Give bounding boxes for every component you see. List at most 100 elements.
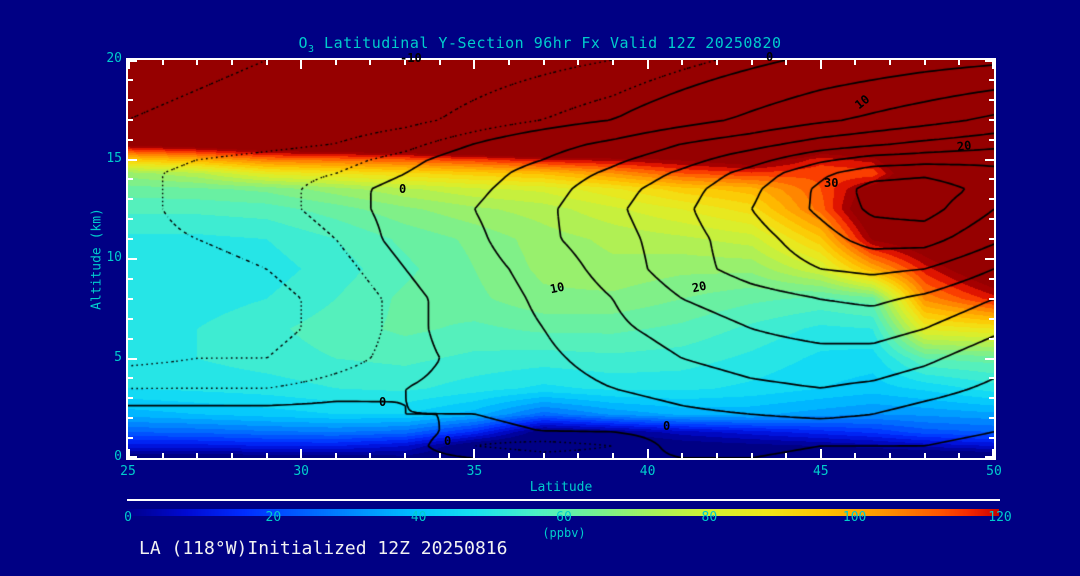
- init-info-text: LA (118°W)Initialized 12Z 20250816: [139, 538, 508, 559]
- x-axis-tick: [369, 453, 372, 458]
- y-axis-tick: [985, 60, 994, 62]
- contour-line-label: 0: [444, 434, 452, 448]
- y-axis-tick: [128, 60, 137, 62]
- x-axis-tick: [542, 60, 545, 65]
- x-axis-tick: [646, 60, 649, 69]
- y-axis-tick: [128, 277, 133, 280]
- x-axis-tick: [473, 449, 476, 458]
- x-axis-tick: [265, 453, 268, 458]
- x-axis-tick: [681, 453, 684, 458]
- contour-line-label: 20: [690, 278, 708, 296]
- contour-line-label: 0: [379, 395, 387, 409]
- colorbar-tick-label: 20: [265, 510, 282, 525]
- y-tick-label: 10: [106, 250, 122, 265]
- colorbar-tick-label: 60: [556, 510, 572, 525]
- y-axis-tick: [989, 397, 994, 400]
- x-axis-tick: [300, 449, 303, 458]
- title-text: Latitudinal Y-Section 96hr Fx Valid 12Z …: [314, 34, 782, 52]
- x-axis-tick: [715, 453, 718, 458]
- y-axis-tick: [128, 178, 133, 181]
- x-axis-tick: [230, 60, 233, 65]
- y-axis-tick: [128, 218, 133, 221]
- x-axis-tick: [785, 60, 788, 65]
- y-axis-tick: [989, 118, 994, 121]
- y-axis-tick: [989, 78, 994, 81]
- title-species: O: [298, 34, 308, 52]
- y-axis-tick: [128, 98, 133, 101]
- contour-line-label: 10: [548, 279, 566, 297]
- contour-line-label: 0: [399, 182, 407, 196]
- y-axis-tick: [989, 317, 994, 320]
- colorbar-tick-label: 0: [124, 510, 132, 525]
- x-tick-label: 35: [466, 464, 483, 479]
- x-axis-tick: [161, 453, 164, 458]
- colorbar: [127, 499, 1000, 516]
- colorbar-tick-label: 80: [701, 510, 718, 525]
- x-axis-tick: [128, 449, 130, 458]
- x-axis-tick: [404, 60, 407, 65]
- x-axis-tick: [128, 60, 130, 69]
- x-axis-tick: [300, 60, 303, 69]
- y-axis-tick: [128, 258, 137, 260]
- y-tick-label: 15: [106, 150, 122, 166]
- y-axis-tick: [989, 198, 994, 201]
- y-axis-tick: [989, 238, 994, 241]
- x-axis-tick: [923, 60, 926, 65]
- y-axis-tick: [989, 337, 994, 340]
- x-axis-tick: [889, 453, 892, 458]
- x-axis-tick: [577, 453, 580, 458]
- x-axis-tick: [923, 453, 926, 458]
- x-axis-tick: [196, 60, 199, 65]
- x-axis-tick: [438, 60, 441, 65]
- y-axis-tick: [128, 377, 133, 380]
- x-axis-tick: [854, 60, 857, 65]
- y-axis-tick: [989, 178, 994, 181]
- y-tick-label: 5: [114, 349, 122, 365]
- title-species-subscript: 3: [307, 44, 315, 55]
- x-axis-tick: [715, 60, 718, 65]
- y-axis-tick: [128, 198, 133, 201]
- x-axis-tick: [230, 453, 233, 458]
- y-axis-tick: [989, 297, 994, 300]
- x-tick-label: 50: [986, 464, 1002, 479]
- y-axis-tick: [128, 397, 133, 400]
- x-tick-label: 25: [120, 464, 136, 479]
- x-tick-label: 40: [639, 464, 656, 479]
- y-tick-label: 20: [106, 51, 122, 66]
- x-axis-tick: [404, 453, 407, 458]
- x-axis-tick: [508, 60, 511, 65]
- y-axis-tick: [128, 456, 137, 458]
- x-axis-title: Latitude: [529, 480, 593, 495]
- x-axis-tick: [992, 449, 994, 458]
- y-axis-tick: [128, 78, 133, 81]
- x-axis-tick: [681, 60, 684, 65]
- x-axis-tick: [473, 60, 476, 69]
- contour-line-label: 0: [663, 419, 671, 433]
- y-axis-tick: [128, 417, 133, 420]
- y-axis-tick: [989, 277, 994, 280]
- x-axis-tick: [611, 453, 614, 458]
- y-axis-tick: [128, 297, 133, 300]
- x-axis-tick: [611, 60, 614, 65]
- y-axis-tick: [985, 158, 994, 161]
- x-axis-tick: [992, 60, 994, 69]
- x-axis-tick: [646, 449, 649, 458]
- colorbar-tick-label: 100: [842, 510, 867, 525]
- contour-line-label: -10: [400, 51, 422, 65]
- contour-plot-canvas: [128, 60, 994, 458]
- x-axis-tick: [334, 60, 337, 65]
- x-axis-tick: [750, 453, 753, 458]
- colorbar-tick-label: 120: [988, 510, 1012, 525]
- y-axis-tick: [985, 456, 994, 458]
- x-axis-tick: [819, 60, 822, 69]
- y-axis-tick: [989, 417, 994, 420]
- x-axis-tick: [750, 60, 753, 65]
- x-axis-tick: [958, 60, 961, 65]
- x-axis-tick: [438, 453, 441, 458]
- y-axis-tick: [128, 317, 133, 320]
- y-axis-tick: [989, 218, 994, 221]
- y-axis-tick: [985, 357, 994, 360]
- x-axis-tick: [508, 453, 511, 458]
- contour-line-label: 30: [824, 176, 839, 190]
- x-axis-tick: [785, 453, 788, 458]
